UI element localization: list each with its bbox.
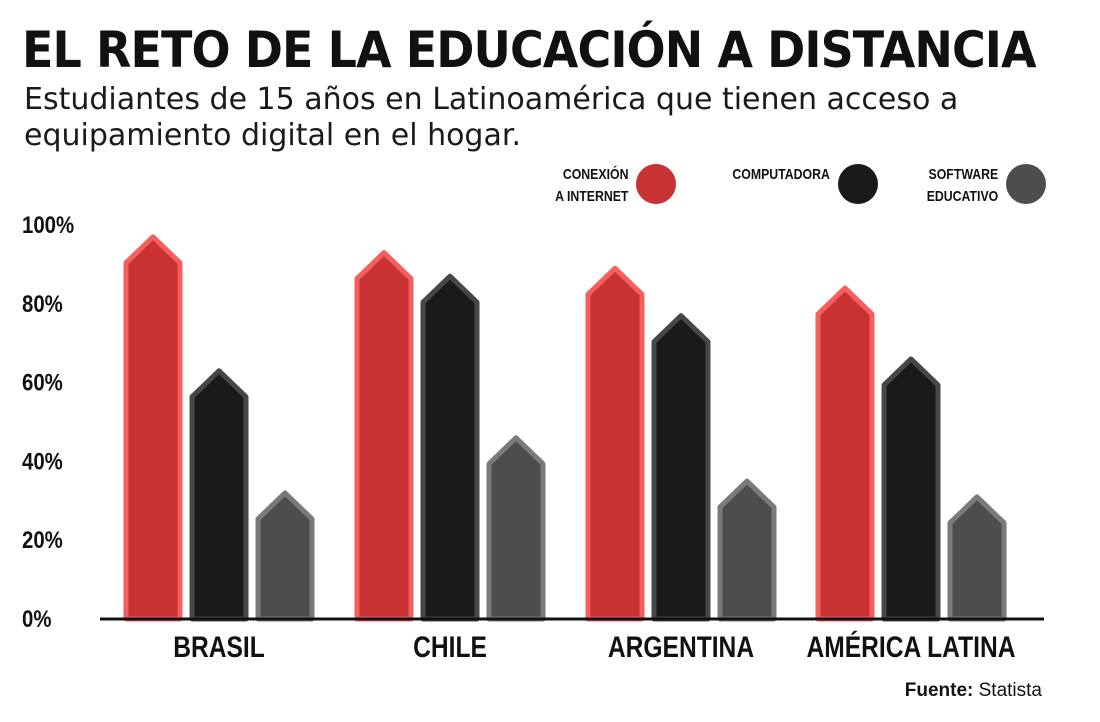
legend-swatch-computer bbox=[838, 164, 878, 204]
source-name: Statista bbox=[978, 680, 1042, 701]
bar-chile-3 bbox=[486, 435, 546, 622]
y-tick-label: 60% bbox=[22, 369, 63, 396]
x-category-label: BRASIL bbox=[173, 630, 265, 664]
bar-argentina-1 bbox=[585, 265, 645, 622]
legend-item-internet: CONEXIÓN A INTERNET bbox=[530, 164, 678, 212]
bar-brasil-3 bbox=[255, 490, 315, 622]
y-tick-label: 0% bbox=[22, 605, 52, 632]
chart-subtitle: Estudiantes de 15 años en Latinoamérica … bbox=[24, 82, 959, 153]
y-tick-label: 40% bbox=[22, 448, 63, 475]
y-tick-label: 20% bbox=[22, 527, 63, 554]
legend-label-computer: COMPUTADORA bbox=[732, 166, 830, 183]
bar-argentina-2 bbox=[651, 313, 711, 622]
y-tick-label: 100% bbox=[22, 211, 74, 238]
bar-américa-latina-3 bbox=[947, 494, 1007, 622]
legend-swatch-internet bbox=[636, 164, 676, 204]
legend-label-software: SOFTWARE EDUCATIVO bbox=[926, 166, 998, 205]
source-note: Fuente: Statista bbox=[905, 680, 1042, 702]
legend-item-software: SOFTWARE EDUCATIVO bbox=[900, 164, 1048, 212]
chart-title: EL RETO DE LA EDUCACIÓN A DISTANCIA bbox=[22, 21, 1037, 79]
legend-label-internet: CONEXIÓN A INTERNET bbox=[554, 166, 628, 205]
x-category-label: CHILE bbox=[413, 630, 487, 664]
source-label: Fuente: bbox=[904, 680, 974, 701]
bar-américa-latina-1 bbox=[815, 285, 875, 622]
bar-chile-1 bbox=[354, 250, 414, 622]
bar-brasil-2 bbox=[189, 368, 249, 622]
bar-brasil-1 bbox=[123, 234, 183, 622]
legend-item-computer: COMPUTADORA bbox=[700, 164, 880, 212]
x-category-label: AMÉRICA LATINA bbox=[807, 630, 1016, 664]
x-category-label: ARGENTINA bbox=[608, 630, 754, 664]
legend-swatch-software bbox=[1006, 164, 1046, 204]
bar-chile-2 bbox=[420, 273, 480, 622]
bar-américa-latina-2 bbox=[881, 356, 941, 622]
bar-argentina-3 bbox=[717, 478, 777, 622]
y-tick-label: 80% bbox=[22, 290, 63, 317]
